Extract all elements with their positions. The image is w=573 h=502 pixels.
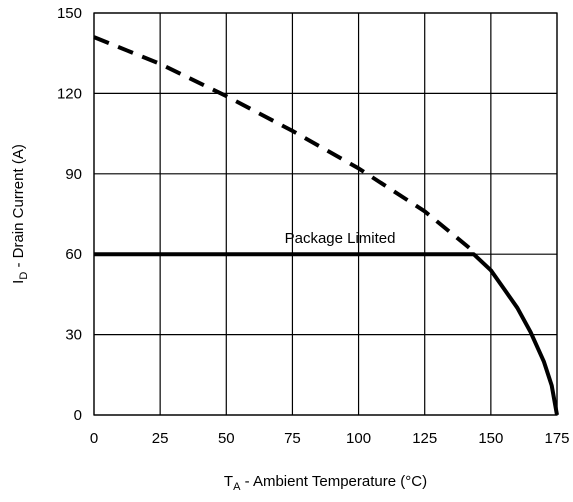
- y-tick-labels: 0 30 60 90 120 150: [57, 5, 82, 424]
- series-line-dashed: [93, 35, 475, 254]
- x-tick-labels: 0 25 50 75 100 125 150 175: [90, 430, 570, 447]
- y-tick-label: 30: [65, 327, 82, 344]
- y-tick-label: 90: [65, 166, 82, 183]
- x-tick-label: 0: [90, 430, 98, 447]
- y-tick-label: 150: [57, 5, 82, 22]
- series-line-solid: [94, 252, 559, 416]
- y-axis-title: ID - Drain Current (A): [10, 144, 30, 284]
- x-tick-label: 125: [412, 430, 437, 447]
- x-tick-label: 150: [478, 430, 503, 447]
- y-tick-label: 120: [57, 85, 82, 102]
- x-tick-label: 50: [218, 430, 235, 447]
- x-tick-label: 175: [544, 430, 569, 447]
- series-group: [93, 35, 559, 416]
- annotation-package-limited: Package Limited: [285, 230, 396, 247]
- y-tick-label: 60: [65, 246, 82, 263]
- plot-frame: [93, 12, 558, 416]
- x-tick-label: 25: [152, 430, 169, 447]
- x-tick-label: 75: [284, 430, 301, 447]
- y-tick-label: 0: [74, 407, 82, 424]
- x-tick-label: 100: [346, 430, 371, 447]
- grid: [93, 12, 558, 416]
- x-axis-title: TA - Ambient Temperature (°C): [224, 473, 427, 493]
